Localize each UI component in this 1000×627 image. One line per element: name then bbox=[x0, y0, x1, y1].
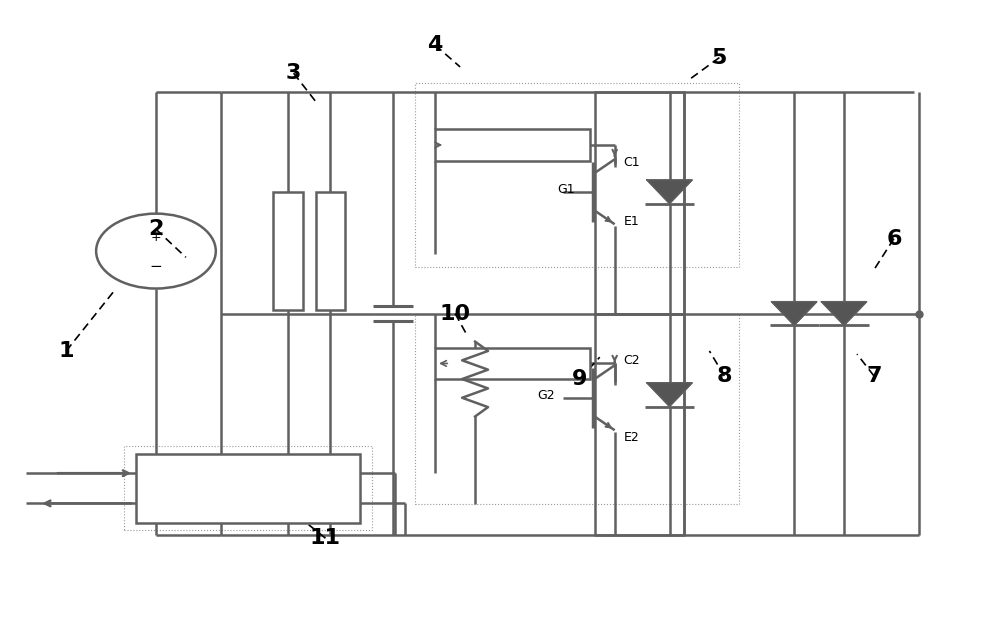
Text: E2: E2 bbox=[624, 431, 639, 443]
Text: 10: 10 bbox=[440, 303, 471, 324]
Text: 2: 2 bbox=[148, 219, 164, 240]
Bar bbox=[435, 129, 590, 161]
Bar bbox=[595, 92, 684, 314]
Polygon shape bbox=[821, 302, 867, 325]
Bar bbox=[124, 446, 372, 530]
Text: 9: 9 bbox=[572, 369, 587, 389]
Bar bbox=[415, 83, 739, 266]
Text: 8: 8 bbox=[717, 366, 732, 386]
Text: 6: 6 bbox=[886, 229, 902, 248]
Text: E1: E1 bbox=[624, 214, 639, 228]
Text: 5: 5 bbox=[712, 48, 727, 68]
Text: G1: G1 bbox=[557, 184, 575, 196]
Bar bbox=[595, 314, 684, 535]
Bar bbox=[136, 454, 360, 523]
Text: 7: 7 bbox=[866, 366, 882, 386]
Polygon shape bbox=[647, 180, 692, 204]
Text: 4: 4 bbox=[427, 35, 443, 55]
Bar bbox=[435, 348, 590, 379]
Text: 11: 11 bbox=[310, 528, 341, 548]
Text: +: + bbox=[151, 231, 161, 244]
Text: C1: C1 bbox=[624, 156, 640, 169]
Polygon shape bbox=[771, 302, 817, 325]
Polygon shape bbox=[647, 383, 692, 406]
Text: G2: G2 bbox=[537, 389, 555, 403]
Text: 3: 3 bbox=[286, 63, 301, 83]
Bar bbox=[273, 192, 303, 310]
Bar bbox=[415, 314, 739, 504]
Bar bbox=[316, 192, 345, 310]
Text: C2: C2 bbox=[624, 354, 640, 367]
Text: −: − bbox=[150, 258, 162, 273]
Text: 1: 1 bbox=[58, 341, 74, 361]
